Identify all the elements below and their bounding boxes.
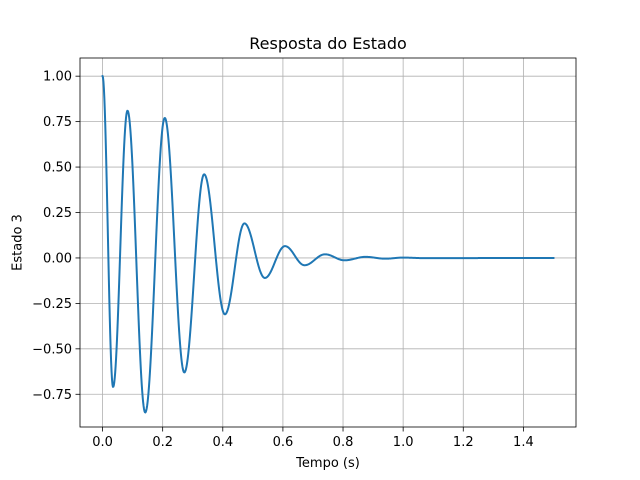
x-tick-label: 0.4 — [212, 435, 233, 450]
x-axis: 0.0 0.2 0.4 0.6 0.8 1.0 1.2 1.4 — [92, 427, 534, 450]
x-tick-label: 0.6 — [273, 435, 294, 450]
y-tick-label: 0.75 — [43, 115, 72, 130]
x-tick-label: 1.2 — [453, 435, 474, 450]
y-tick-label: −0.75 — [32, 388, 72, 403]
y-axis-title: Estado 3 — [11, 214, 26, 271]
y-tick-label: 1.00 — [43, 70, 72, 85]
y-axis: −0.75 −0.50 −0.25 0.00 0.25 0.50 0.75 1.00 — [32, 70, 80, 403]
x-tick-label: 0.8 — [333, 435, 354, 450]
y-tick-label: 0.00 — [43, 251, 72, 266]
x-tick-label: 1.0 — [393, 435, 414, 450]
series-line — [101, 74, 555, 414]
x-tick-label: 0.0 — [92, 435, 113, 450]
y-tick-label: 0.50 — [43, 161, 72, 176]
plot-frame — [79, 57, 577, 428]
grid — [80, 58, 576, 427]
y-tick-label: 0.25 — [43, 206, 72, 221]
y-tick-label: −0.50 — [32, 342, 72, 357]
chart-title: Resposta do Estado — [249, 34, 407, 53]
x-tick-label: 0.2 — [152, 435, 173, 450]
x-axis-title: Tempo (s) — [295, 456, 360, 471]
y-tick-label: −0.25 — [32, 297, 72, 312]
series-layer — [101, 74, 555, 414]
x-tick-label: 1.4 — [513, 435, 534, 450]
